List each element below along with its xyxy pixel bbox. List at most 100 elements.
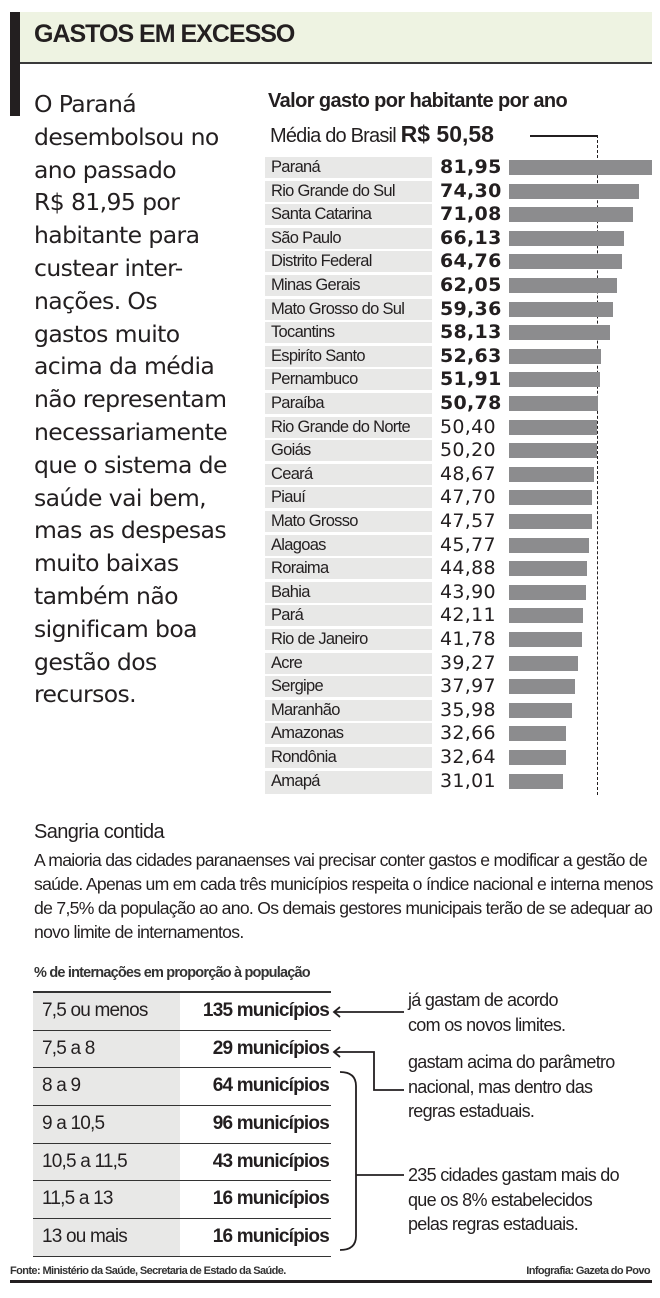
chart-row: Mato Grosso 47,57: [265, 511, 660, 533]
chart-row: Goiás 50,20: [265, 440, 660, 462]
chart-row: Paraíba 50,78: [265, 393, 660, 415]
chart-row: Rio de Janeiro 41,78: [265, 629, 660, 651]
intro-line: custear inter-: [34, 253, 183, 282]
state-value: 44,88: [440, 557, 496, 580]
state-value: 50,20: [440, 439, 496, 462]
range-cell: 11,5 a 13: [33, 1181, 180, 1219]
state-value: 64,76: [440, 250, 502, 273]
state-bar: [509, 490, 593, 506]
count-cell: 43 municípios: [212, 1150, 330, 1172]
state-value: 45,77: [440, 533, 496, 556]
intro-line: necessariamente: [34, 417, 228, 446]
count-cell: 135 municípios: [202, 1000, 330, 1021]
state-value: 39,27: [440, 651, 496, 674]
state-bar: [509, 584, 586, 600]
state-label: Tocantins: [265, 322, 432, 344]
count-cell: 96 municípios: [212, 1113, 330, 1135]
state-bar: [509, 396, 598, 411]
state-value: 66,13: [440, 226, 502, 249]
intro-line: R$ 81,95 por: [34, 188, 180, 217]
chart-row: Pará 42,11: [265, 605, 660, 627]
section-title: Sangria contida: [34, 821, 165, 843]
range-cell: 9 a 10,5: [33, 1106, 180, 1143]
intro-line: significam boa: [34, 614, 198, 643]
average-value: R$ 50,58: [400, 121, 494, 147]
state-bar: [509, 230, 625, 246]
state-bar: [509, 608, 583, 624]
range-cell: 10,5 a 11,5: [33, 1143, 180, 1181]
state-label: Alagoas: [265, 534, 432, 556]
intro-line: mas as despesas: [34, 516, 227, 545]
state-bar: [509, 160, 652, 175]
state-value: 74,30: [440, 179, 502, 202]
header-accent-bar: [10, 12, 20, 116]
intro-line: saúde vai bem,: [34, 483, 207, 512]
state-bar: [509, 537, 589, 553]
state-label: Roraima: [265, 558, 432, 580]
chart-row: Espiríto Santo 52,63: [265, 345, 660, 368]
state-label: Distrito Federal: [265, 251, 432, 273]
chart-bottom-strip: [265, 792, 432, 794]
chart-title: Valor gasto por habitante por ano: [268, 90, 568, 112]
state-bar: [509, 372, 600, 388]
chart-row: Bahia 43,90: [265, 581, 660, 604]
intro-line: ano passado: [34, 155, 177, 184]
state-bar: [509, 655, 578, 671]
state-label: Amazonas: [265, 723, 432, 745]
intro-line: também não: [34, 581, 179, 610]
table-row: 11,5 a 13 16 municípios: [33, 1181, 331, 1220]
state-label: Mato Grosso do Sul: [265, 298, 432, 320]
count-cell: 16 municípios: [212, 1188, 330, 1210]
note-above-state: 235 cidades gastam mais do que os 8% est…: [408, 1165, 620, 1234]
table-row: 13 ou mais 16 municípios: [33, 1219, 331, 1257]
chart-row: Piauí 47,70: [265, 487, 660, 509]
state-label: Rio de Janeiro: [265, 629, 432, 650]
state-value: 37,97: [440, 675, 496, 698]
intro-line: muito baixas: [34, 549, 179, 578]
state-bar: [509, 679, 576, 695]
source-note: Fonte: Ministério da Saúde, Secretaria d…: [10, 1265, 286, 1277]
state-label: Amapá: [265, 770, 432, 792]
state-value: 51,91: [440, 368, 502, 391]
state-label: Espiríto Santo: [265, 345, 432, 367]
state-bar: [509, 207, 633, 223]
hospitalization-table: 7,5 ou menos 135 municípios 7,5 a 8 29 muni…: [33, 991, 331, 1257]
note-above-national: gastam acima do parâmetro nacional, mas …: [408, 1052, 615, 1121]
chart-row: Sergipe 37,97: [265, 676, 660, 698]
state-value: 47,70: [440, 486, 496, 509]
chart-row: Tocantins 58,13: [265, 322, 660, 344]
intro-line: nações. Os: [34, 286, 158, 315]
count-cell: 16 municípios: [212, 1226, 330, 1248]
table-row: 8 a 9 64 municípios: [33, 1068, 331, 1107]
state-label: Pernambuco: [265, 369, 432, 391]
range-cell: 8 a 9: [33, 1068, 180, 1106]
state-label: Piauí: [265, 487, 432, 509]
state-label: Minas Gerais: [265, 275, 432, 296]
state-value: 42,11: [440, 604, 496, 627]
state-value: 59,36: [440, 297, 502, 320]
note-within-limits: já gastam de acordo com os novos limites…: [408, 990, 566, 1035]
state-label: Mato Grosso: [265, 511, 432, 532]
state-value: 58,13: [440, 321, 502, 344]
chart-row: Santa Catarina 71,08: [265, 204, 660, 226]
state-bar: [509, 301, 613, 317]
state-value: 62,05: [440, 274, 502, 296]
state-bar: [509, 278, 618, 293]
intro-text: O Paraná desembolsou no ano passado R$ 81,9…: [34, 88, 260, 711]
chart-row: Minas Gerais 62,05: [265, 275, 660, 297]
state-label: Sergipe: [265, 676, 432, 698]
table-row: 9 a 10,5 96 municípios: [33, 1106, 331, 1144]
chart-row: Alagoas 45,77: [265, 533, 660, 557]
state-value: 47,57: [440, 510, 496, 532]
state-label: Goiás: [265, 440, 432, 462]
chart-row: Distrito Federal 64,76: [265, 251, 660, 273]
state-label: Rondônia: [265, 747, 432, 768]
state-bar: [509, 773, 564, 789]
chart-row: Rio Grande do Norte 50,40: [265, 416, 660, 439]
state-bar: [509, 702, 572, 718]
intro-line: O Paraná: [34, 90, 137, 118]
state-label: São Paulo: [265, 227, 432, 249]
state-label: Pará: [265, 605, 432, 627]
state-bar: [509, 561, 588, 577]
